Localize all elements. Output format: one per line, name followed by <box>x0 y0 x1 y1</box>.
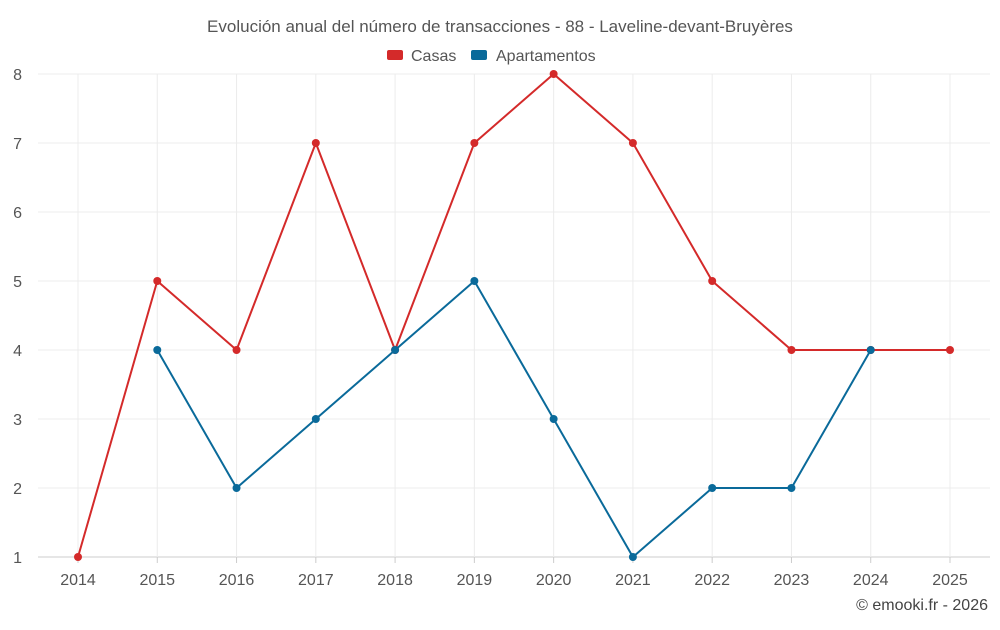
legend-item-casas[interactable]: Casas <box>387 48 456 65</box>
data-point-apartamentos[interactable] <box>391 346 400 354</box>
x-tick-label: 2020 <box>536 572 572 589</box>
x-tick-label: 2014 <box>60 572 96 589</box>
data-point-casas[interactable] <box>708 277 717 285</box>
data-point-casas[interactable] <box>787 346 796 354</box>
data-point-casas[interactable] <box>470 139 479 147</box>
data-point-apartamentos[interactable] <box>311 415 320 423</box>
x-tick-label: 2022 <box>694 572 730 589</box>
x-tick-label: 2018 <box>377 572 413 589</box>
series-line-apartamentos <box>156 280 872 558</box>
y-tick-label: 2 <box>13 481 22 498</box>
credit-text: © emooki.fr - 2026 <box>856 597 988 614</box>
series-casas <box>74 70 954 561</box>
y-tick-label: 4 <box>13 343 22 360</box>
grid <box>38 73 990 558</box>
chart-title: Evolución anual del número de transaccio… <box>207 17 793 36</box>
data-point-casas[interactable] <box>311 139 320 147</box>
series-line-casas <box>77 73 950 558</box>
data-point-apartamentos[interactable] <box>549 415 558 423</box>
x-tick-label: 2021 <box>615 572 651 589</box>
series-apartamentos <box>153 277 875 561</box>
series-layer <box>74 70 954 561</box>
y-tick-label: 6 <box>13 205 22 222</box>
data-point-casas[interactable] <box>153 277 162 285</box>
data-point-casas[interactable] <box>74 553 82 561</box>
x-tick-label: 2024 <box>853 572 889 589</box>
data-point-apartamentos[interactable] <box>787 484 796 492</box>
x-tick-label: 2016 <box>219 572 255 589</box>
x-tick-label: 2023 <box>774 572 810 589</box>
data-point-casas[interactable] <box>549 70 558 78</box>
axes: 1 2 3 4 5 6 7 8 2014 2015 2016 2017 2018 2019 2020 2021… <box>13 67 968 589</box>
x-tick-label: 2019 <box>457 572 493 589</box>
x-tick-label: 2015 <box>139 572 175 589</box>
legend-label-casas: Casas <box>411 48 456 65</box>
y-tick-label: 7 <box>13 136 22 153</box>
y-tick-label: 8 <box>13 67 22 84</box>
legend-swatch-casas <box>387 50 403 60</box>
data-point-casas[interactable] <box>232 346 241 354</box>
data-point-apartamentos[interactable] <box>866 346 875 354</box>
data-point-apartamentos[interactable] <box>628 553 637 561</box>
data-point-casas[interactable] <box>946 346 954 354</box>
data-point-casas[interactable] <box>628 139 637 147</box>
data-point-apartamentos[interactable] <box>232 484 241 492</box>
data-point-apartamentos[interactable] <box>708 484 717 492</box>
data-point-apartamentos[interactable] <box>153 346 162 354</box>
legend: Casas Apartamentos <box>387 48 596 65</box>
y-tick-label: 1 <box>13 550 22 567</box>
data-point-apartamentos[interactable] <box>470 277 479 285</box>
y-tick-label: 3 <box>13 412 22 429</box>
legend-swatch-apartamentos <box>471 50 487 60</box>
x-tick-label: 2025 <box>932 572 968 589</box>
legend-label-apartamentos: Apartamentos <box>496 48 596 65</box>
x-tick-label: 2017 <box>298 572 334 589</box>
legend-item-apartamentos[interactable]: Apartamentos <box>471 48 596 65</box>
y-tick-label: 5 <box>13 274 22 291</box>
